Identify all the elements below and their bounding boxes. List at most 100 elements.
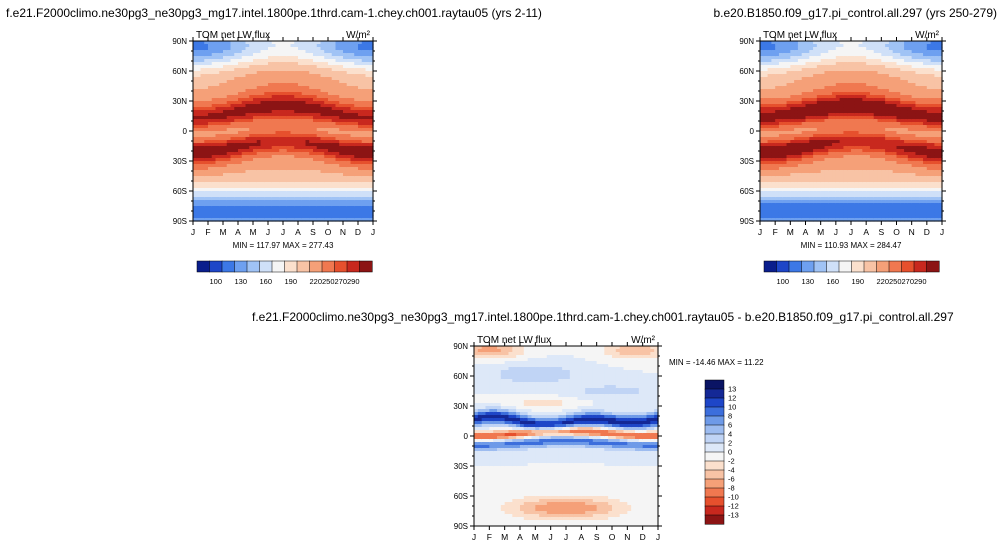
colorbar-swatch (704, 496, 725, 507)
y-tick-label: 0 (750, 127, 755, 136)
colorbar-swatch (704, 379, 725, 390)
y-tick-label: 60N (453, 372, 468, 381)
colorbar-label: 160 (826, 277, 839, 286)
title-diff: f.e21.F2000climo.ne30pg3_ne30pg3_mg17.in… (252, 310, 954, 324)
colorbar-label: -12 (728, 502, 739, 511)
x-tick-label: J (191, 227, 195, 237)
colorbar-swatch (763, 260, 778, 273)
x-tick-label: M (249, 227, 256, 237)
x-tick-label: M (219, 227, 226, 237)
panel-units: W/m² (346, 30, 371, 41)
title-left: f.e21.F2000climo.ne30pg3_ne30pg3_mg17.in… (6, 6, 542, 20)
min-max-label-diff: MIN = -14.46 MAX = 11.22 (669, 358, 764, 367)
x-tick-label: J (472, 532, 476, 542)
x-tick-label: M (501, 532, 508, 542)
min-max-label-left: MIN = 117.97 MAX = 277.43 (233, 241, 334, 250)
colorbar-label: 290 (914, 277, 927, 286)
colorbar-swatch (801, 260, 815, 273)
colorbar-swatch (704, 505, 725, 516)
colorbar-swatch (704, 424, 725, 435)
y-tick-label: 30N (172, 97, 187, 106)
colorbar-swatch (826, 260, 840, 273)
colorbar-swatch (271, 260, 286, 273)
x-tick-label: M (787, 227, 794, 237)
x-tick-label: S (594, 532, 600, 542)
colorbar-label: -4 (728, 466, 735, 475)
x-tick-label: J (758, 227, 762, 237)
colorbar-label: 10 (728, 403, 736, 412)
x-tick-label: S (878, 227, 884, 237)
panel-units: W/m² (915, 30, 940, 41)
colorbar-swatch (863, 260, 878, 273)
colorbar-swatch (876, 260, 890, 273)
y-tick-label: 0 (183, 127, 188, 136)
x-tick-label: S (310, 227, 316, 237)
x-tick-label: O (325, 227, 332, 237)
colorbar-swatch (838, 260, 853, 273)
y-tick-label: 0 (464, 432, 469, 441)
colorbar-label: 250 (322, 277, 335, 286)
y-tick-label: 90N (172, 37, 187, 46)
panel-title: TOM net LW flux (477, 335, 551, 346)
x-tick-label: A (235, 227, 241, 237)
colorbar-label: 13 (728, 385, 736, 394)
colorbar-label: 6 (728, 421, 732, 430)
colorbar-swatch (704, 433, 725, 444)
colorbar-swatch (788, 260, 803, 273)
x-tick-label: J (940, 227, 944, 237)
x-tick-label: J (849, 227, 853, 237)
panel-title: TOM net LW flux (196, 30, 270, 41)
colorbar-label: 100 (776, 277, 789, 286)
x-tick-label: A (517, 532, 523, 542)
x-tick-label: J (266, 227, 270, 237)
x-tick-label: J (656, 532, 660, 542)
colorbar-swatch (704, 415, 725, 426)
y-tick-label: 90N (453, 342, 468, 351)
x-tick-label: O (893, 227, 900, 237)
y-tick-label: 90S (454, 522, 468, 531)
colorbar-label: 190 (284, 277, 297, 286)
colorbar-label: 12 (728, 394, 736, 403)
colorbar-left: 100 130 160 190 220 250 270 290 (196, 260, 373, 286)
x-tick-label: J (834, 227, 838, 237)
colorbar-right: 100 130 160 190 220 250 270 290 (763, 260, 940, 286)
colorbar-label: 2 (728, 439, 732, 448)
colorbar-swatch (246, 260, 261, 273)
x-tick-label: F (487, 532, 492, 542)
colorbar-label: 190 (851, 277, 864, 286)
colorbar-label: 290 (347, 277, 360, 286)
colorbar-swatch (704, 478, 725, 489)
x-tick-label: J (281, 227, 285, 237)
min-max-label-right: MIN = 110.93 MAX = 284.47 (801, 241, 902, 250)
colorbar-label: 130 (234, 277, 247, 286)
colorbar-swatch (359, 260, 373, 273)
x-tick-label: D (640, 532, 646, 542)
x-tick-label: J (371, 227, 375, 237)
colorbar-swatch (704, 451, 725, 462)
x-tick-label: M (532, 532, 539, 542)
colorbar-swatch (851, 260, 865, 273)
colorbar-swatch (704, 469, 725, 480)
colorbar-swatch (888, 260, 903, 273)
colorbar-label: 160 (259, 277, 272, 286)
colorbar-swatch (346, 260, 361, 273)
title-right: b.e20.B1850.f09_g17.pi_control.all.297 (… (713, 6, 997, 20)
x-tick-label: N (624, 532, 630, 542)
x-tick-label: A (803, 227, 809, 237)
panel-units: W/m² (631, 335, 656, 346)
x-tick-label: F (205, 227, 210, 237)
x-tick-label: F (773, 227, 778, 237)
y-tick-label: 30N (739, 97, 754, 106)
colorbar-swatch (704, 514, 725, 525)
colorbar-label: -8 (728, 484, 735, 493)
colorbar-swatch (901, 260, 915, 273)
colorbar-swatch (209, 260, 223, 273)
colorbar-label: -10 (728, 493, 739, 502)
colorbar-swatch (926, 260, 940, 273)
y-tick-label: 60S (740, 187, 754, 196)
colorbar-swatch (284, 260, 298, 273)
y-tick-label: 90N (739, 37, 754, 46)
